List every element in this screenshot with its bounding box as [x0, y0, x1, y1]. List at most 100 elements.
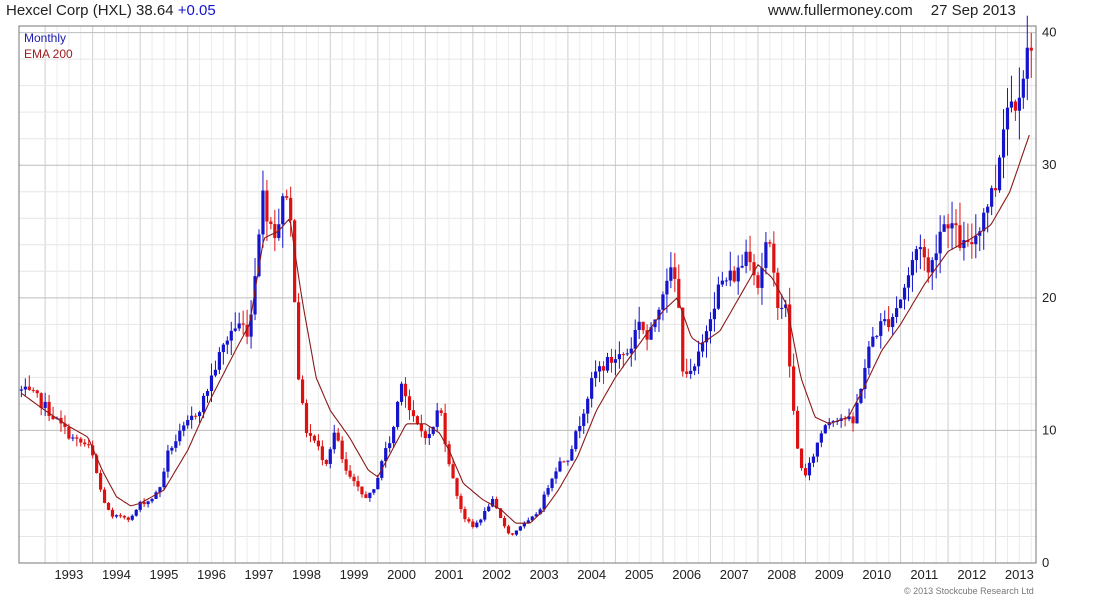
candle: [1017, 67, 1021, 140]
candle: [170, 446, 174, 455]
candle: [186, 415, 190, 429]
candle: [788, 287, 792, 378]
candle: [300, 375, 305, 405]
candle: [427, 427, 431, 445]
candle: [669, 252, 673, 289]
candle: [308, 424, 313, 443]
candle: [934, 234, 938, 279]
candle: [990, 185, 994, 216]
candle: [768, 239, 772, 248]
candle: [578, 416, 582, 439]
candle: [27, 375, 31, 391]
candles: [19, 15, 1033, 536]
candle: [368, 492, 372, 502]
candle: [756, 271, 760, 295]
candle: [613, 349, 618, 376]
candle: [974, 214, 978, 259]
candle: [269, 217, 273, 230]
candle: [594, 360, 598, 387]
candle: [364, 491, 368, 499]
candle: [471, 519, 475, 529]
candle: [261, 170, 265, 248]
candle: [205, 388, 210, 403]
candle: [71, 434, 75, 442]
grid-lines: [19, 26, 1036, 563]
candle: [372, 489, 376, 495]
site-link[interactable]: www.fullermoney.com: [768, 2, 913, 19]
candle: [31, 387, 35, 393]
candle: [265, 179, 269, 241]
x-tick-label: 2003: [530, 567, 559, 582]
candle: [637, 306, 641, 339]
candle: [194, 413, 198, 420]
candle: [407, 389, 412, 420]
candle: [75, 434, 79, 447]
copyright: © 2013 Stockcube Research Ltd: [904, 586, 1034, 596]
x-tick-label: 2006: [672, 567, 701, 582]
candle: [795, 406, 800, 450]
candle: [994, 164, 998, 197]
candle: [23, 378, 27, 396]
candle: [950, 201, 954, 251]
candle: [744, 239, 748, 274]
candle: [316, 434, 320, 451]
candle: [609, 348, 614, 373]
x-tick-label: 1997: [245, 567, 274, 582]
candle: [657, 307, 661, 333]
candle: [883, 310, 887, 326]
candle: [455, 477, 459, 500]
candle: [546, 484, 550, 497]
candle: [182, 421, 186, 437]
candle: [574, 429, 578, 452]
candle: [926, 248, 930, 283]
candle: [867, 340, 871, 375]
candle: [1025, 15, 1029, 101]
x-tick-label: 2002: [482, 567, 511, 582]
candle: [63, 415, 67, 435]
candle: [399, 381, 404, 406]
candle: [213, 360, 218, 378]
candle: [902, 283, 907, 310]
candle: [304, 399, 309, 438]
candle: [277, 208, 281, 241]
candle: [673, 252, 677, 293]
candle: [514, 530, 519, 536]
candle: [221, 342, 225, 365]
legend-monthly: Monthly: [24, 31, 66, 45]
y-axis: 0 10 20 30 40: [1042, 25, 1056, 570]
candle: [859, 388, 863, 405]
candle: [435, 403, 439, 432]
candle: [1029, 32, 1033, 78]
candle: [962, 221, 966, 261]
candle: [439, 407, 443, 417]
x-tick-label: 2013: [1005, 567, 1034, 582]
x-tick-label: 2004: [577, 567, 606, 582]
y-tick-label: 40: [1042, 25, 1056, 40]
ticker-title: Hexcel Corp (HXL) 38.64: [6, 2, 174, 19]
candle: [685, 358, 689, 378]
candle: [348, 464, 352, 479]
candle: [241, 310, 245, 335]
candle: [918, 234, 922, 270]
candle: [396, 400, 400, 430]
candle: [423, 429, 427, 445]
candle: [693, 363, 697, 376]
candle: [554, 467, 558, 484]
candle: [625, 348, 629, 357]
candle: [792, 353, 796, 415]
candle: [982, 208, 986, 250]
candle: [134, 508, 138, 517]
candle: [728, 251, 732, 287]
candle: [815, 442, 819, 463]
candle: [118, 513, 122, 519]
x-tick-label: 2007: [720, 567, 749, 582]
candle: [570, 445, 574, 461]
x-tick-label: 1995: [149, 567, 178, 582]
candle: [419, 414, 423, 438]
candle: [506, 524, 511, 535]
candle: [249, 300, 253, 349]
candle: [83, 439, 87, 447]
candle: [807, 457, 812, 481]
candle: [281, 193, 285, 248]
candle: [696, 340, 701, 374]
